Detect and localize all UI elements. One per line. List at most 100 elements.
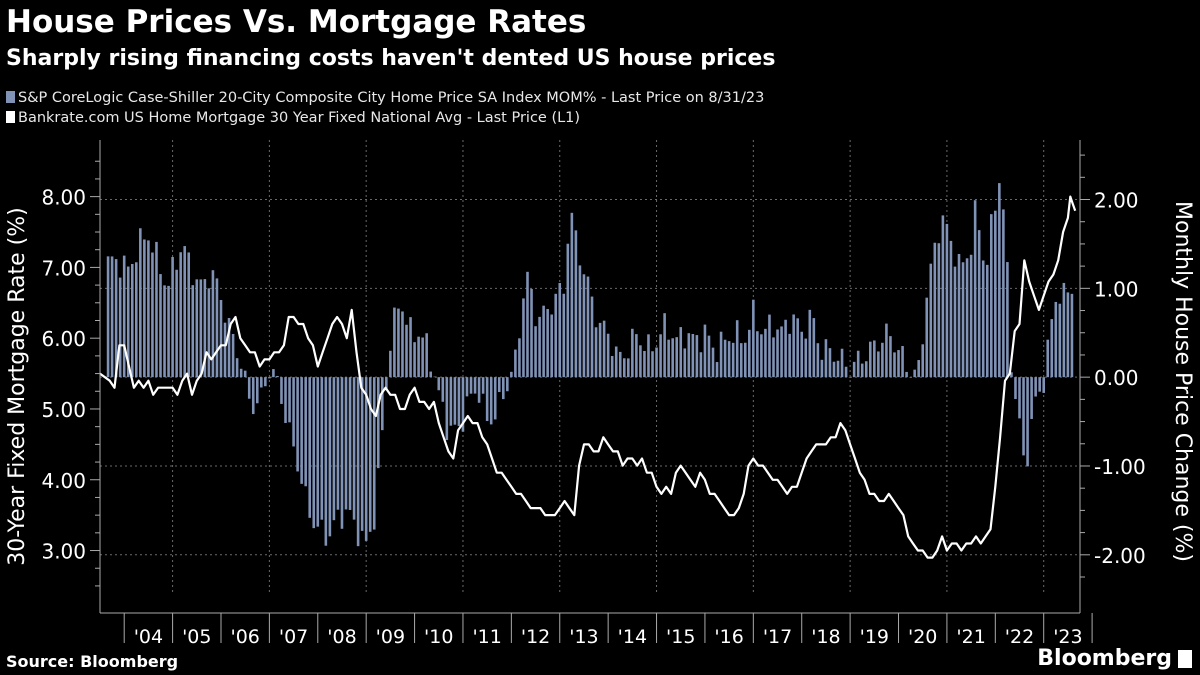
bar xyxy=(437,377,441,391)
right-tick-label: 0.00 xyxy=(1094,366,1139,390)
bar xyxy=(893,352,896,378)
legend-swatch-line xyxy=(6,111,15,123)
bar xyxy=(719,331,723,378)
bar xyxy=(860,363,864,378)
bar xyxy=(643,350,646,378)
bar xyxy=(506,377,509,392)
bar xyxy=(360,377,364,531)
bar xyxy=(276,375,279,378)
bar xyxy=(699,352,703,378)
bar xyxy=(264,377,267,387)
bar xyxy=(203,279,207,378)
bar xyxy=(602,320,606,378)
bar xyxy=(449,377,453,426)
bar xyxy=(147,240,150,378)
bar xyxy=(800,331,804,378)
bar xyxy=(268,377,271,379)
bar xyxy=(243,370,247,378)
bar xyxy=(1050,319,1054,378)
bar xyxy=(376,377,380,469)
x-tick-label: '14 xyxy=(618,626,647,648)
bar xyxy=(667,339,670,378)
bar xyxy=(820,359,824,378)
bar xyxy=(183,246,186,378)
bar xyxy=(332,377,336,521)
bar xyxy=(522,298,525,378)
bar xyxy=(130,263,134,378)
bar xyxy=(1026,377,1029,467)
bar xyxy=(143,239,146,378)
bar xyxy=(199,279,203,378)
bar xyxy=(663,313,666,378)
bar xyxy=(675,337,678,378)
left-tick-label: 5.00 xyxy=(41,398,86,422)
bar xyxy=(239,368,243,378)
bar xyxy=(885,323,888,378)
bar xyxy=(493,377,497,420)
bar xyxy=(651,351,654,378)
bar xyxy=(191,285,195,378)
bar xyxy=(280,377,283,404)
bar xyxy=(429,371,432,378)
bar xyxy=(139,228,142,378)
bar xyxy=(1002,209,1005,378)
bar xyxy=(586,276,590,378)
bar xyxy=(618,351,622,378)
bar xyxy=(1010,372,1013,378)
bar xyxy=(1030,377,1033,419)
bar xyxy=(848,377,852,378)
legend-label-mortgage-rate: Bankrate.com US Home Mortgage 30 Year Fi… xyxy=(18,110,581,126)
bar xyxy=(502,377,505,400)
bar xyxy=(631,328,634,378)
bar xyxy=(590,296,594,378)
bar xyxy=(606,333,610,378)
bar xyxy=(260,377,263,388)
bar xyxy=(832,361,836,378)
bar xyxy=(703,324,707,378)
bar xyxy=(877,351,880,378)
bar xyxy=(776,329,779,378)
bar xyxy=(393,307,396,378)
bar xyxy=(175,269,178,378)
bar xyxy=(639,345,642,378)
right-tick-label: -1.00 xyxy=(1094,455,1146,479)
bar xyxy=(336,377,340,510)
bar xyxy=(610,355,614,378)
bar xyxy=(433,376,437,378)
bar xyxy=(998,183,1001,378)
bar xyxy=(409,317,412,378)
bar xyxy=(1046,339,1050,378)
bar xyxy=(461,377,465,432)
bar xyxy=(780,326,783,378)
bar xyxy=(179,252,182,378)
bar xyxy=(804,338,808,378)
bar xyxy=(304,377,307,487)
mortgage-rate-line xyxy=(99,195,1077,559)
bar xyxy=(1062,282,1066,378)
x-tick-label: '04 xyxy=(134,626,163,648)
legend-item-house-price: S&P CoreLogic Case-Shiller 20-City Compo… xyxy=(6,90,764,106)
bar xyxy=(614,346,618,378)
bar xyxy=(1070,293,1074,378)
bar xyxy=(425,333,428,378)
bar xyxy=(868,341,872,378)
bar xyxy=(1066,292,1070,378)
bar xyxy=(594,327,598,378)
bar xyxy=(344,377,348,510)
bar xyxy=(368,377,372,532)
bar xyxy=(405,324,408,378)
x-tick-label: '21 xyxy=(956,626,985,648)
bar xyxy=(417,336,420,378)
bar xyxy=(320,377,324,520)
bar xyxy=(723,339,727,378)
bar xyxy=(1042,377,1045,393)
bar xyxy=(711,347,715,378)
bar xyxy=(756,331,759,378)
bar xyxy=(973,200,977,378)
bar xyxy=(211,270,215,378)
bar xyxy=(247,377,251,399)
bar xyxy=(1034,377,1037,397)
x-tick-label: '18 xyxy=(811,626,840,648)
bar xyxy=(288,377,291,423)
bar xyxy=(195,279,199,378)
